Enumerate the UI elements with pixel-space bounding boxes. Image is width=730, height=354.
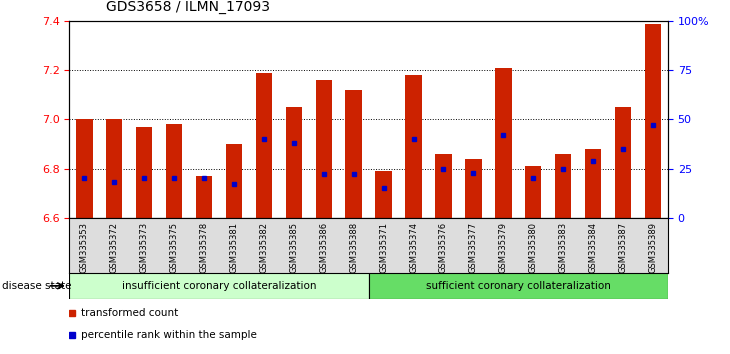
Bar bbox=[585, 149, 602, 218]
Text: GSM335388: GSM335388 bbox=[349, 222, 358, 273]
Text: GSM335382: GSM335382 bbox=[259, 222, 269, 273]
Bar bbox=[555, 154, 572, 218]
Bar bbox=[495, 68, 512, 218]
Text: percentile rank within the sample: percentile rank within the sample bbox=[81, 330, 257, 339]
Text: GSM335389: GSM335389 bbox=[648, 222, 658, 273]
Bar bbox=[435, 154, 452, 218]
Bar bbox=[525, 166, 542, 218]
Bar bbox=[285, 107, 302, 218]
Text: GSM335384: GSM335384 bbox=[588, 222, 598, 273]
Bar bbox=[645, 24, 661, 218]
Text: sufficient coronary collateralization: sufficient coronary collateralization bbox=[426, 281, 611, 291]
Bar bbox=[69, 273, 369, 299]
Text: GDS3658 / ILMN_17093: GDS3658 / ILMN_17093 bbox=[106, 0, 270, 14]
Bar bbox=[106, 120, 123, 218]
Text: GSM335353: GSM335353 bbox=[80, 222, 89, 273]
Text: GSM335380: GSM335380 bbox=[529, 222, 538, 273]
Text: GSM335386: GSM335386 bbox=[319, 222, 328, 273]
Text: GSM335376: GSM335376 bbox=[439, 222, 448, 273]
Text: GSM335385: GSM335385 bbox=[289, 222, 299, 273]
Bar bbox=[166, 124, 182, 218]
Text: disease state: disease state bbox=[2, 281, 72, 291]
Text: insufficient coronary collateralization: insufficient coronary collateralization bbox=[122, 281, 316, 291]
Text: GSM335379: GSM335379 bbox=[499, 222, 508, 273]
Bar bbox=[76, 120, 93, 218]
Bar bbox=[615, 107, 631, 218]
Text: GSM335377: GSM335377 bbox=[469, 222, 478, 273]
Bar bbox=[196, 176, 212, 218]
Bar bbox=[345, 90, 362, 218]
Text: GSM335375: GSM335375 bbox=[169, 222, 179, 273]
Bar bbox=[226, 144, 242, 218]
Bar bbox=[315, 80, 332, 218]
Bar bbox=[465, 159, 482, 218]
Text: GSM335381: GSM335381 bbox=[229, 222, 239, 273]
Bar bbox=[405, 75, 422, 218]
Text: GSM335372: GSM335372 bbox=[110, 222, 119, 273]
Text: transformed count: transformed count bbox=[81, 308, 179, 318]
Text: GSM335387: GSM335387 bbox=[618, 222, 628, 273]
Text: GSM335373: GSM335373 bbox=[139, 222, 149, 273]
Text: GSM335383: GSM335383 bbox=[558, 222, 568, 273]
Bar bbox=[136, 127, 153, 218]
Text: GSM335378: GSM335378 bbox=[199, 222, 209, 273]
Bar bbox=[375, 171, 392, 218]
Text: GSM335371: GSM335371 bbox=[379, 222, 388, 273]
Bar bbox=[369, 273, 668, 299]
Bar bbox=[255, 73, 272, 218]
Text: GSM335374: GSM335374 bbox=[409, 222, 418, 273]
